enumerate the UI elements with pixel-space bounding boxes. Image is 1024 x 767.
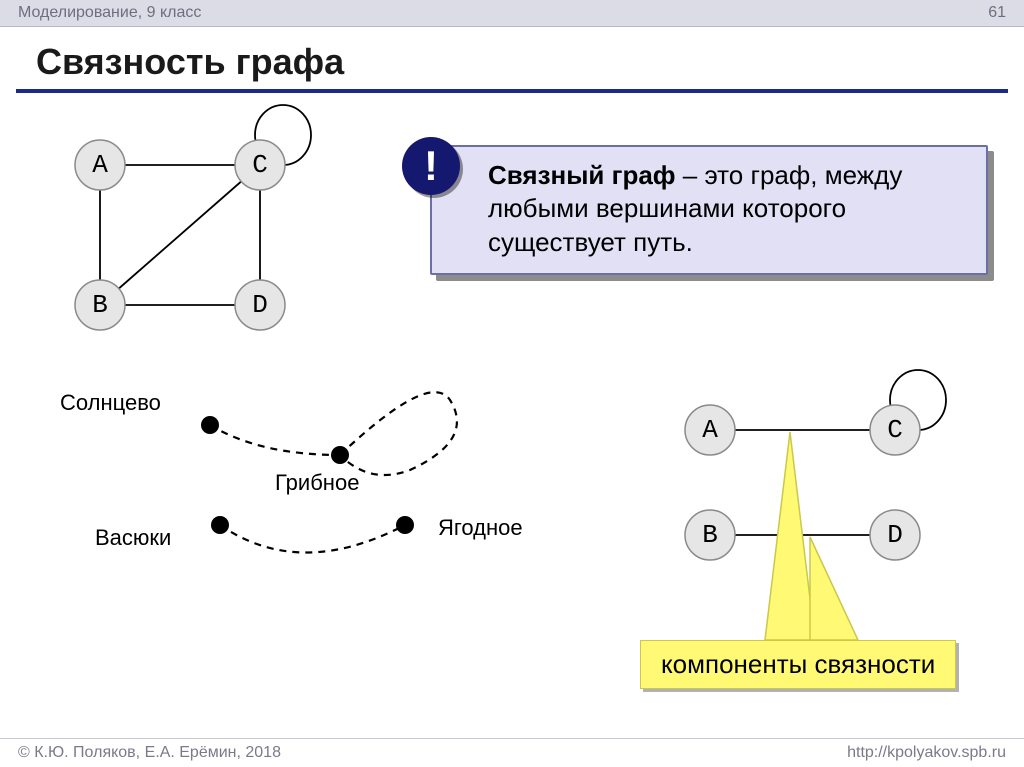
footer-copyright: © К.Ю. Поляков, Е.А. Ерёмин, 2018 — [18, 744, 281, 762]
svg-text:Васюки: Васюки — [95, 525, 171, 550]
graph-1: A C B D — [75, 105, 311, 330]
svg-text:Солнцево: Солнцево — [60, 390, 161, 415]
svg-text:Грибное: Грибное — [275, 470, 359, 495]
graph-2: A C B D — [685, 370, 946, 640]
svg-text:A: A — [702, 415, 718, 445]
svg-text:B: B — [702, 520, 718, 550]
slide-footer: © К.Ю. Поляков, Е.А. Ерёмин, 2018 http:/… — [0, 738, 1024, 767]
svg-text:B: B — [92, 290, 108, 320]
definition-callout: ! Связный граф – это граф, между любыми … — [430, 145, 988, 275]
svg-text:A: A — [92, 150, 108, 180]
svg-text:C: C — [887, 415, 903, 445]
svg-text:Ягодное: Ягодное — [438, 515, 523, 540]
village-map: Солнцево Грибное Васюки Ягодное — [60, 390, 523, 553]
footer-url: http://kpolyakov.spb.ru — [847, 744, 1006, 762]
svg-text:D: D — [887, 520, 903, 550]
svg-text:D: D — [252, 290, 268, 320]
svg-text:C: C — [252, 150, 268, 180]
exclamation-icon: ! — [402, 137, 460, 195]
definition-term: Связный граф — [488, 160, 676, 190]
slide: Моделирование, 9 класс 61 Связность граф… — [0, 0, 1024, 767]
definition-text: Связный граф – это граф, между любыми ве… — [488, 159, 968, 259]
components-label: компоненты связности — [640, 640, 956, 689]
